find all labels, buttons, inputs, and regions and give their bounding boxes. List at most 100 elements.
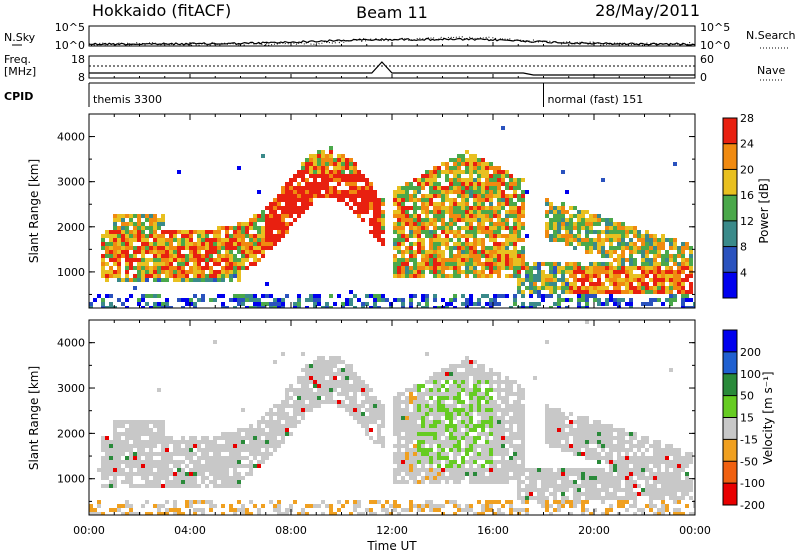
power-cell [689, 282, 693, 286]
power-cell [569, 242, 573, 246]
power-cell [321, 186, 325, 190]
power-cell [589, 290, 593, 294]
velocity-cell [589, 440, 593, 444]
velocity-cell [289, 504, 293, 508]
power-cell [161, 262, 165, 266]
power-cell [517, 226, 521, 230]
velocity-cell [161, 468, 165, 472]
velocity-cell [457, 432, 461, 436]
power-cell [449, 258, 453, 262]
velocity-cell [417, 400, 421, 404]
cpid-label: CPID [4, 90, 33, 103]
power-cell [217, 226, 221, 230]
power-cell [221, 302, 225, 306]
velocity-cell [669, 480, 673, 484]
power-cell [461, 234, 465, 238]
power-cell [605, 234, 609, 238]
velocity-cell [473, 428, 477, 432]
power-cell [289, 186, 293, 190]
velocity-cell [489, 432, 493, 436]
power-cell [245, 246, 249, 250]
power-cell [533, 282, 537, 286]
velocity-cell [149, 472, 153, 476]
velocity-cell [349, 396, 353, 400]
power-cell [109, 270, 113, 274]
velocity-cell [393, 452, 397, 456]
power-cell [465, 262, 469, 266]
power-cell [173, 246, 177, 250]
velocity-cell [421, 408, 425, 412]
velocity-cell [437, 400, 441, 404]
power-cell [353, 186, 357, 190]
velocity-cell [497, 468, 501, 472]
power-cell [301, 178, 305, 182]
power-cell [493, 226, 497, 230]
velocity-cell [461, 400, 465, 404]
power-cell [469, 218, 473, 222]
velocity-cell [229, 504, 233, 508]
power-cell [497, 182, 501, 186]
velocity-cell [185, 472, 189, 476]
velocity-cell [449, 428, 453, 432]
velocity-heatmap [89, 320, 697, 516]
velocity-cell [561, 416, 565, 420]
velocity-cell [273, 440, 277, 444]
power-cell [433, 250, 437, 254]
velocity-cell [193, 480, 197, 484]
power-cell [453, 274, 457, 278]
velocity-cell [453, 384, 457, 388]
velocity-cell [541, 472, 545, 476]
velocity-cell [513, 448, 517, 452]
power-cell [561, 218, 565, 222]
velocity-cell [109, 468, 113, 472]
velocity-cell [249, 428, 253, 432]
power-cell [333, 194, 337, 198]
velocity-cell [521, 428, 525, 432]
velocity-cell [485, 436, 489, 440]
velocity-cell [497, 432, 501, 436]
velocity-cell [397, 424, 401, 428]
velocity-cell [601, 432, 605, 436]
velocity-cell [285, 412, 289, 416]
power-cell [181, 298, 185, 302]
velocity-cell [449, 392, 453, 396]
velocity-cell [309, 400, 313, 404]
velocity-cell [505, 480, 509, 484]
power-cell [557, 230, 561, 234]
velocity-cell [277, 404, 281, 408]
power-cell [449, 186, 453, 190]
velocity-cell [277, 440, 281, 444]
velocity-cell [393, 432, 397, 436]
velocity-cell [601, 440, 605, 444]
velocity-cell [493, 420, 497, 424]
power-cell [601, 254, 605, 258]
velocity-cell [369, 396, 373, 400]
power-cell [533, 302, 537, 306]
power-cell [477, 242, 481, 246]
velocity-cell [565, 476, 569, 480]
velocity-cell [401, 464, 405, 468]
power-cell [493, 178, 497, 182]
power-cell [641, 246, 645, 250]
velocity-cell [581, 444, 585, 448]
power-cell [277, 226, 281, 230]
power-cell [449, 198, 453, 202]
velocity-cell [525, 484, 529, 488]
velocity-cell [665, 508, 669, 512]
velocity-cell [673, 488, 677, 492]
velocity-cell [661, 480, 665, 484]
power-cell [513, 302, 517, 306]
power-cell [477, 222, 481, 226]
power-cell [477, 206, 481, 210]
power-cell [265, 238, 269, 242]
power-cell [321, 194, 325, 198]
power-cell [449, 214, 453, 218]
power-cell [669, 246, 673, 250]
power-cell [325, 170, 329, 174]
power-cell [241, 222, 245, 226]
velocity-cell [345, 396, 349, 400]
power-cell [569, 290, 573, 294]
velocity-cell [417, 416, 421, 420]
power-cell [233, 294, 237, 298]
power-cell [177, 258, 181, 262]
